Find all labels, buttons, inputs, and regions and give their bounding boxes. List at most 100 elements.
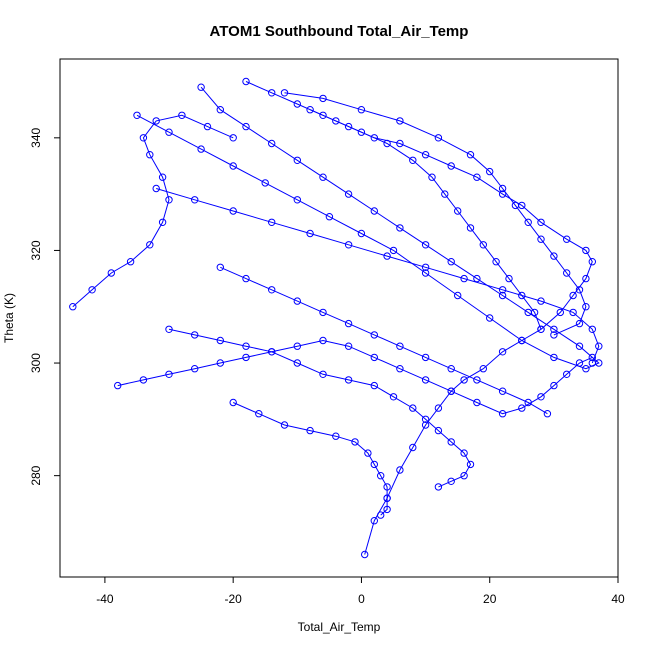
data-point <box>421 269 430 277</box>
data-point <box>293 196 301 204</box>
data-point <box>319 94 327 103</box>
series-2 <box>133 83 603 373</box>
data-point <box>569 308 577 317</box>
data-point <box>460 449 468 457</box>
data-point <box>370 517 378 525</box>
data-point <box>537 325 545 333</box>
data-point <box>357 229 366 238</box>
data-point <box>479 365 487 373</box>
data-point <box>133 111 141 120</box>
data-point <box>511 201 520 210</box>
data-point <box>518 291 526 300</box>
data-point <box>421 241 430 249</box>
data-point <box>197 83 205 91</box>
data-point <box>473 376 481 384</box>
data-point <box>441 190 449 198</box>
data-point <box>325 213 334 221</box>
data-point <box>396 365 404 373</box>
data-point <box>588 258 596 266</box>
data-point <box>479 241 487 249</box>
data-point <box>370 134 378 142</box>
data-point <box>498 348 507 356</box>
data-point <box>152 184 160 193</box>
data-point <box>332 117 340 125</box>
series-3 <box>69 111 237 311</box>
data-point <box>203 122 212 131</box>
data-point <box>165 128 173 136</box>
data-point <box>191 196 199 204</box>
x-tick-label: 20 <box>483 592 497 606</box>
data-point <box>486 314 494 322</box>
data-point <box>537 235 545 243</box>
data-point <box>216 106 225 114</box>
data-point <box>293 100 301 108</box>
data-point <box>550 252 558 260</box>
data-point <box>473 398 481 407</box>
y-tick-label: 340 <box>29 127 43 147</box>
data-point <box>370 207 378 215</box>
data-point <box>344 190 353 198</box>
series-line <box>220 266 548 415</box>
data-point <box>575 319 584 328</box>
data-point <box>383 139 391 148</box>
series-line <box>117 339 593 415</box>
data-point <box>191 331 199 339</box>
y-tick-label: 320 <box>29 240 43 260</box>
data-point <box>550 325 558 333</box>
data-point <box>460 472 468 480</box>
y-tick-label: 280 <box>29 465 43 485</box>
data-point <box>229 207 237 215</box>
data-point <box>473 274 481 283</box>
data-point <box>242 353 250 362</box>
series-4 <box>114 336 596 418</box>
series-5 <box>165 325 475 491</box>
y-axis: 280 300 320 340 <box>29 127 61 486</box>
data-point <box>319 111 327 120</box>
data-point <box>332 432 340 440</box>
data-point <box>114 381 122 390</box>
data-point <box>563 235 571 243</box>
data-point <box>370 353 378 362</box>
data-point <box>396 117 404 125</box>
data-point <box>139 134 148 142</box>
data-point <box>165 370 173 378</box>
data-point <box>588 325 596 333</box>
data-point <box>486 167 494 176</box>
chart-title: ATOM1 Southbound Total_Air_Temp <box>210 23 469 40</box>
data-point <box>319 370 327 378</box>
data-point <box>421 421 430 429</box>
data-point <box>447 258 455 266</box>
data-point <box>582 303 590 311</box>
series-line <box>284 92 587 336</box>
data-point <box>550 381 558 390</box>
data-point <box>361 550 369 559</box>
data-point <box>146 241 154 249</box>
data-point <box>319 173 327 181</box>
data-point <box>447 162 455 170</box>
data-point <box>383 494 391 502</box>
data-point <box>268 89 276 97</box>
data-point <box>396 342 404 350</box>
data-point <box>537 297 545 305</box>
data-point <box>383 483 391 491</box>
data-point <box>530 308 539 317</box>
data-point <box>454 207 462 215</box>
data-point <box>595 342 603 350</box>
data-point <box>255 410 263 418</box>
data-point <box>434 134 443 142</box>
data-point <box>165 196 173 204</box>
data-point <box>447 438 455 446</box>
data-point <box>216 336 225 345</box>
data-point <box>575 286 584 294</box>
series-8 <box>280 89 590 339</box>
series-9 <box>216 263 552 418</box>
data-point <box>344 122 353 131</box>
data-point <box>428 173 436 181</box>
data-point <box>357 106 366 114</box>
data-point <box>383 505 391 514</box>
plot-area <box>69 77 603 559</box>
data-point <box>306 106 314 114</box>
data-point <box>518 404 526 412</box>
data-point <box>165 325 173 333</box>
data-point <box>152 117 160 125</box>
